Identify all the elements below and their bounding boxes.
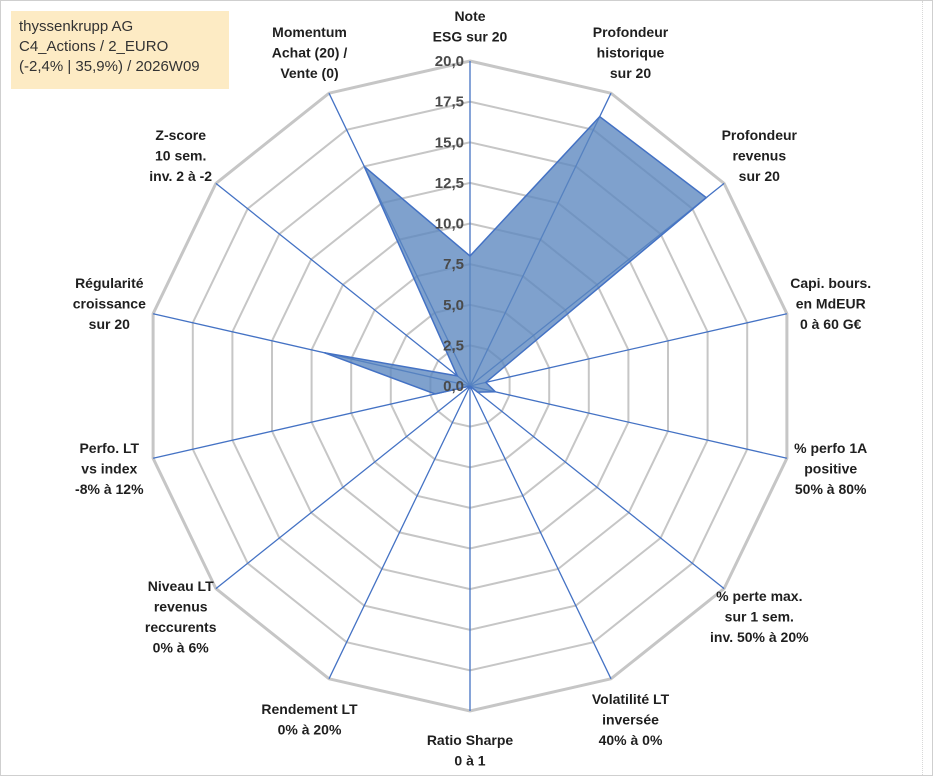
radar-spoke [152, 385, 471, 459]
axis-label-line: 0 à 1 [454, 753, 485, 769]
axis-label: Volatilité LT inversée 40% à 0% [592, 691, 670, 748]
axis-label: Ratio Sharpe 0 à 1 [427, 732, 514, 769]
radar-spoke [469, 385, 788, 459]
axis-label: Momentum Achat (20) / Vente (0) [272, 24, 348, 81]
axis-label: Rendement LT 0% à 20% [261, 701, 358, 738]
axis-label-line: Régularité [75, 275, 144, 291]
axis-label-line: positive [804, 460, 857, 476]
axis-label-line: 0 à 60 G€ [800, 316, 862, 332]
axis-label-line: croissance [73, 296, 146, 312]
company-name: thyssenkrupp AG [19, 18, 134, 35]
tick-label: 2,5 [443, 337, 464, 354]
axis-label-line: revenus [732, 147, 786, 163]
radar-spoke [215, 385, 471, 590]
axis-label: Note ESG sur 20 [433, 8, 508, 45]
axis-label: Niveau LT revenus reccurents 0% à 6% [145, 578, 217, 656]
tick-label: 20,0 [435, 53, 464, 70]
axis-label-line: -8% à 12% [75, 481, 144, 497]
axis-label-line: Vente (0) [280, 65, 338, 81]
axis-label: Profondeur revenus sur 20 [722, 127, 798, 184]
radar-spoke [328, 385, 471, 680]
tick-label: 17,5 [435, 94, 464, 111]
axis-label-line: 0% à 6% [153, 639, 210, 655]
tick-label: 0,0 [443, 378, 464, 395]
tick-label: 5,0 [443, 297, 464, 314]
axis-label: Perfo. LT vs index -8% à 12% [75, 440, 144, 497]
axis-label-line: Niveau LT [148, 578, 214, 594]
category-label: C4_Actions / 2_EURO [19, 38, 169, 55]
axis-label-line: revenus [154, 598, 208, 614]
axis-label-line: ESG sur 20 [433, 29, 508, 45]
axis-label-line: reccurents [145, 619, 217, 635]
axis-label-line: inv. 50% à 20% [710, 629, 809, 645]
axis-label: Régularité croissance sur 20 [73, 275, 146, 332]
axis-label: % perfo 1A positive 50% à 80% [794, 440, 867, 497]
radar-spoke [469, 385, 612, 680]
axis-label-line: Z-score [155, 127, 206, 143]
axis-label-line: historique [597, 45, 665, 61]
axis-label-line: 40% à 0% [599, 732, 663, 748]
performance-label: (-2,4% | 35,9%) / 2026W09 [19, 58, 200, 75]
axis-label-line: sur 1 sem. [725, 609, 794, 625]
axis-label: Profondeur historique sur 20 [593, 24, 669, 81]
axis-label-line: % perfo 1A [794, 440, 867, 456]
axis-label-line: sur 20 [610, 65, 651, 81]
axis-label-line: Momentum [272, 24, 347, 40]
axis-label: Capi. bours. en MdEUR 0 à 60 G€ [790, 275, 871, 332]
axis-label-line: Profondeur [722, 127, 798, 143]
axis-label-line: sur 20 [89, 316, 130, 332]
axis-label-line: Perfo. LT [79, 440, 139, 456]
tick-label: 12,5 [435, 175, 464, 192]
axis-label: Z-score 10 sem. inv. 2 à -2 [149, 127, 212, 184]
axis-label-line: en MdEUR [796, 296, 866, 312]
radar-series [323, 115, 708, 395]
tick-label: 7,5 [443, 256, 464, 273]
axis-label-line: Ratio Sharpe [427, 732, 514, 748]
axis-label-line: 50% à 80% [795, 481, 867, 497]
tick-label: 15,0 [435, 134, 464, 151]
axis-label-line: 10 sem. [155, 147, 206, 163]
axis-label-line: inversée [602, 711, 659, 727]
right-edge-guide [922, 1, 932, 775]
series-area [323, 115, 708, 395]
axis-labels: Note ESG sur 20 Profondeur historique sur 20… [73, 8, 871, 769]
axis-label-line: sur 20 [739, 168, 780, 184]
axis-label-line: Achat (20) / [272, 45, 348, 61]
axis-label: % perte max. sur 1 sem. inv. 50% à 20% [710, 588, 809, 645]
axis-label-line: % perte max. [716, 588, 802, 604]
tick-label: 10,0 [435, 216, 464, 233]
radar-spoke [469, 385, 725, 590]
axis-label-line: Volatilité LT [592, 691, 670, 707]
info-box: thyssenkrupp AG C4_Actions / 2_EURO (-2,… [11, 11, 229, 89]
radar-spoke [215, 182, 471, 387]
radial-tick-labels: 0,0 2,5 5,0 7,5 10,0 12,5 15,0 17,5 20,0 [435, 53, 464, 395]
axis-label-line: inv. 2 à -2 [149, 168, 212, 184]
axis-label-line: Note [454, 8, 485, 24]
axis-label-line: Profondeur [593, 24, 669, 40]
axis-label-line: 0% à 20% [278, 722, 342, 738]
radar-spoke [469, 313, 788, 387]
axis-label-line: Capi. bours. [790, 275, 871, 291]
axis-label-line: Rendement LT [261, 701, 358, 717]
axis-label-line: vs index [81, 460, 137, 476]
